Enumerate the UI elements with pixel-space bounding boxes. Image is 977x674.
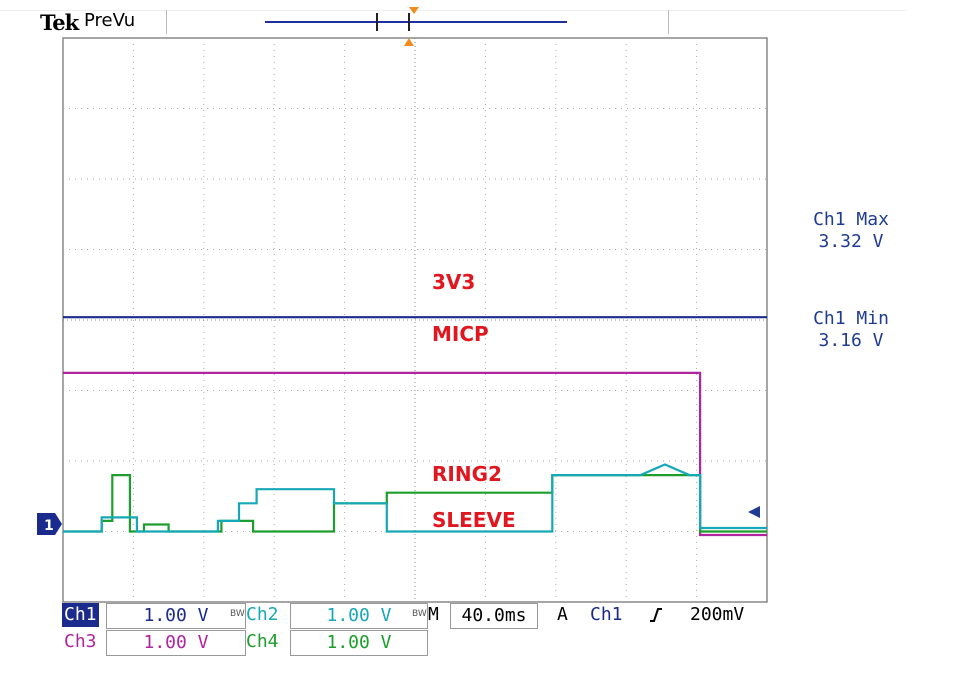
timebase-scale[interactable]: 40.0ms xyxy=(450,603,538,629)
rising-edge-icon xyxy=(650,608,662,622)
ch1-scale[interactable]: 1.00 V xyxy=(106,603,246,629)
ch1-label[interactable]: Ch1 xyxy=(62,603,99,627)
label-sleeve: SLEEVE xyxy=(432,508,516,532)
acquisition-mode: PreVu xyxy=(84,10,136,31)
trigger-position-icon[interactable] xyxy=(404,38,414,46)
trigger-mode: A xyxy=(557,604,568,625)
bw-limit-indicator: BW xyxy=(230,609,245,619)
divider xyxy=(0,10,906,11)
label-micp: MICP xyxy=(432,322,489,346)
bw-limit-indicator: BW xyxy=(412,609,427,619)
graticule-grid xyxy=(63,38,767,602)
record-window-bracket[interactable] xyxy=(376,13,410,31)
label-ring2: RING2 xyxy=(432,462,502,486)
ch2-label[interactable]: Ch2 xyxy=(246,604,279,625)
record-length-bar xyxy=(265,21,567,23)
measurement-min-value: 3.16 V xyxy=(818,330,884,351)
ch3-scale[interactable]: 1.00 V xyxy=(106,630,246,656)
trigger-level[interactable]: 200mV xyxy=(690,604,745,625)
ground-marker-label: 1 xyxy=(44,518,54,534)
readout-bar: Ch1 1.00 V BW Ch2 1.00 V BW M 40.0ms A C… xyxy=(60,603,770,659)
ch4-label[interactable]: Ch4 xyxy=(246,631,279,652)
ch4-scale[interactable]: 1.00 V xyxy=(290,630,428,656)
ch3-label[interactable]: Ch3 xyxy=(64,631,97,652)
brand-logo: Tek xyxy=(40,10,79,35)
trigger-level-icon[interactable] xyxy=(748,506,760,518)
ch2-scale[interactable]: 1.00 V xyxy=(290,603,428,629)
label-3v3: 3V3 xyxy=(432,270,476,294)
measurement-max-value: 3.32 V xyxy=(818,231,884,252)
ch2-trace xyxy=(63,463,767,533)
divider xyxy=(166,10,167,34)
ch4-trace xyxy=(63,474,767,533)
trigger-source[interactable]: Ch1 xyxy=(590,604,623,625)
measurement-min: Ch1 Min 3.16 V xyxy=(781,308,921,352)
waveform-traces xyxy=(63,316,767,537)
ch3-trace xyxy=(63,371,767,537)
measurement-max-title: Ch1 Max xyxy=(813,209,889,230)
trigger-position-icon[interactable] xyxy=(409,7,419,14)
timebase-prefix: M xyxy=(428,604,439,625)
divider xyxy=(668,10,669,34)
measurement-min-title: Ch1 Min xyxy=(813,308,889,329)
ch1-ground-marker[interactable]: 1 xyxy=(37,513,62,535)
status-bar: Tek PreVu xyxy=(0,0,977,40)
measurement-max: Ch1 Max 3.32 V xyxy=(781,209,921,253)
